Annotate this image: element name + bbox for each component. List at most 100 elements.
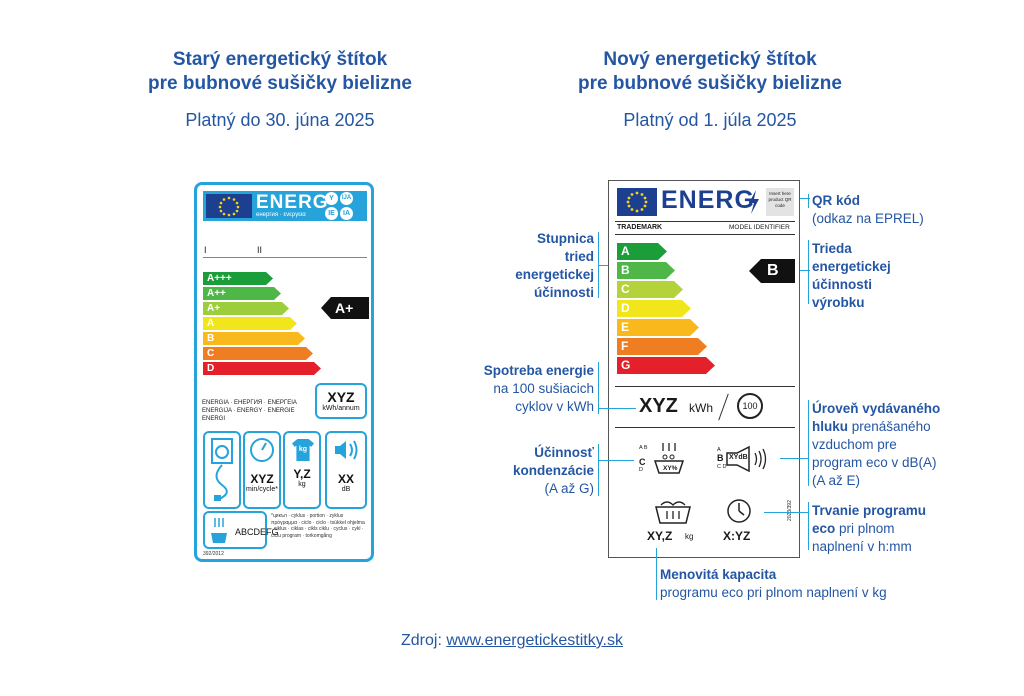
noise-annotation-title: hluku xyxy=(812,419,848,434)
qr-annotation-desc: (odkaz na EPREL) xyxy=(812,211,924,226)
old-capacity-box: kg Y,Z kg xyxy=(283,431,321,509)
noise-scale-top: A xyxy=(717,447,721,453)
old-cycle-unit: min/cycle* xyxy=(246,486,278,493)
energy-line xyxy=(598,408,636,409)
cond-annotation-title: kondenzácie xyxy=(512,463,594,478)
new-class-bar: D xyxy=(617,300,691,317)
tshirt-icon: kg xyxy=(292,439,314,461)
old-consumption-unit: kWh/annum xyxy=(322,405,360,412)
old-cycle-value: XYZ xyxy=(250,472,274,486)
lang-badge-2: IJA xyxy=(340,192,353,205)
class-annotation-line: energetickej xyxy=(812,259,891,274)
qr-code-placeholder: Insert here product QR code xyxy=(766,188,794,216)
new-rating-arrow: B xyxy=(749,259,795,283)
duration-annotation: Trvanie programu eco pri plnom naplnení … xyxy=(812,502,962,556)
noise-bracket xyxy=(808,400,809,486)
cond-class: C xyxy=(639,457,646,467)
old-footnote: *цикъл · cyklus · portion · zyklus πρόγρ… xyxy=(271,513,365,539)
new-energy-unit: kWh xyxy=(689,401,713,415)
condensation-icon xyxy=(651,441,687,482)
scale-annotation-line: energetickej xyxy=(515,267,594,282)
old-class-bar: B xyxy=(203,332,305,345)
scale-annotation-line: tried xyxy=(564,249,594,264)
duration-annotation-desc: pri plnom xyxy=(839,521,895,536)
new-energ-word: ENERG xyxy=(661,186,755,214)
energy-bracket xyxy=(598,362,599,414)
duration-line xyxy=(764,512,808,513)
basket-icon xyxy=(653,497,693,530)
old-label-header: ENERG енергия · ενεργεια Y IJA IE IA xyxy=(203,191,367,221)
new-class-bar: C xyxy=(617,281,683,298)
lang-badge-3: IE xyxy=(325,207,338,220)
noise-line xyxy=(780,458,808,459)
capacity-annotation: Menovitá kapacita programu eco pri plnom… xyxy=(660,566,887,602)
slash-divider xyxy=(718,393,729,421)
source-link[interactable]: www.energetickestitky.sk xyxy=(446,632,623,649)
old-class-bar: A+ xyxy=(203,302,289,315)
cond-annotation-title: Účinnosť xyxy=(534,445,594,460)
cond-annotation: Účinnosť kondenzácie (A až G) xyxy=(494,444,594,498)
cond-scale-top: A B xyxy=(639,445,648,451)
old-class-bar: A+++ xyxy=(203,272,273,285)
duration-annotation-title: eco xyxy=(812,521,836,536)
lightning-icon xyxy=(747,190,761,219)
roman-two: II xyxy=(257,245,263,255)
new-title-line2: pre bubnové sušičky bielizne xyxy=(578,73,842,94)
new-duration-value: X:YZ xyxy=(723,529,751,543)
timer-icon xyxy=(250,438,274,462)
new-divider-top xyxy=(615,221,795,222)
energy-annotation-desc: cyklov v kWh xyxy=(515,399,594,414)
scale-annotation-line: Stupnica xyxy=(536,231,594,246)
class-annotation-line: účinnosti xyxy=(812,277,872,292)
new-class-bar: F xyxy=(617,338,707,355)
old-energ-sub: енергия · ενεργεια xyxy=(256,212,306,218)
new-title-line1: Nový energetický štítok xyxy=(603,49,817,70)
capacity-line xyxy=(656,548,657,600)
old-noise-box: XX dB xyxy=(325,431,367,509)
new-label-title: Nový energetický štítok pre bubnové suši… xyxy=(560,48,860,96)
old-class-bar: A xyxy=(203,317,297,330)
old-validity: Platný do 30. júna 2025 xyxy=(185,110,375,130)
clock-icon xyxy=(725,497,753,530)
trademark: TRADEMARK xyxy=(617,224,663,231)
class-bracket xyxy=(808,240,809,304)
noise-class: B xyxy=(717,453,724,463)
new-capacity-value: XY,Z xyxy=(647,529,673,543)
noise-scale-bottom: C D xyxy=(717,464,727,470)
class-annotation: Trieda energetickej účinnosti výrobku xyxy=(812,240,891,312)
old-rating-arrow: A+ xyxy=(321,297,369,319)
new-capacity-unit: kg xyxy=(685,532,694,541)
class-line xyxy=(800,270,810,271)
duration-annotation-desc: naplnení v h:mm xyxy=(812,539,912,554)
model-identifier: MODEL IDENTIFIER xyxy=(729,224,790,231)
old-class-bar: C xyxy=(203,347,313,360)
new-divider-4 xyxy=(615,427,795,428)
capacity-annotation-title: Menovitá kapacita xyxy=(660,567,777,582)
noise-annotation: Úroveň vydávaného hluku prenášaného vzdu… xyxy=(812,400,962,490)
source-prefix: Zdroj: xyxy=(400,632,442,649)
old-energy-words: ENERGIA · ЕНЕРГИЯ · ΕΝΕΡΓΕΙΑ ENERGIJA · … xyxy=(202,400,297,422)
old-divider xyxy=(203,257,367,258)
old-class-bar: D xyxy=(203,362,321,375)
scale-annotation: Stupnica tried energetickej účinnosti xyxy=(494,230,594,302)
noise-value: XYdB xyxy=(729,454,748,461)
qr-bracket xyxy=(808,194,809,208)
cond-value: XY% xyxy=(663,465,678,472)
energy-annotation: Spotreba energie na 100 sušiacich cyklov… xyxy=(464,362,594,416)
condensation-icon xyxy=(211,518,227,543)
old-noise-unit: dB xyxy=(341,486,351,493)
qr-annotation-title: QR kód xyxy=(812,193,861,208)
old-condensation-scale: ABCDEFG xyxy=(235,527,279,537)
duration-annotation-title: Trvanie programu xyxy=(812,503,927,518)
old-capacity-unit: kg xyxy=(298,481,306,488)
new-divider-2 xyxy=(615,234,795,235)
new-regulation: 2023/392 xyxy=(787,500,793,521)
lang-badge-1: Y xyxy=(325,192,338,205)
old-title-line2: pre bubnové sušičky bielizne xyxy=(148,73,412,94)
cond-line xyxy=(598,460,634,461)
eu-flag-icon xyxy=(617,188,657,216)
old-consumption-box: XYZ kWh/annum xyxy=(315,383,367,419)
cond-scale-bottom: D xyxy=(639,467,643,473)
noise-annotation-desc: vzduchom pre xyxy=(812,437,897,452)
old-noise-value: XX xyxy=(337,472,354,486)
